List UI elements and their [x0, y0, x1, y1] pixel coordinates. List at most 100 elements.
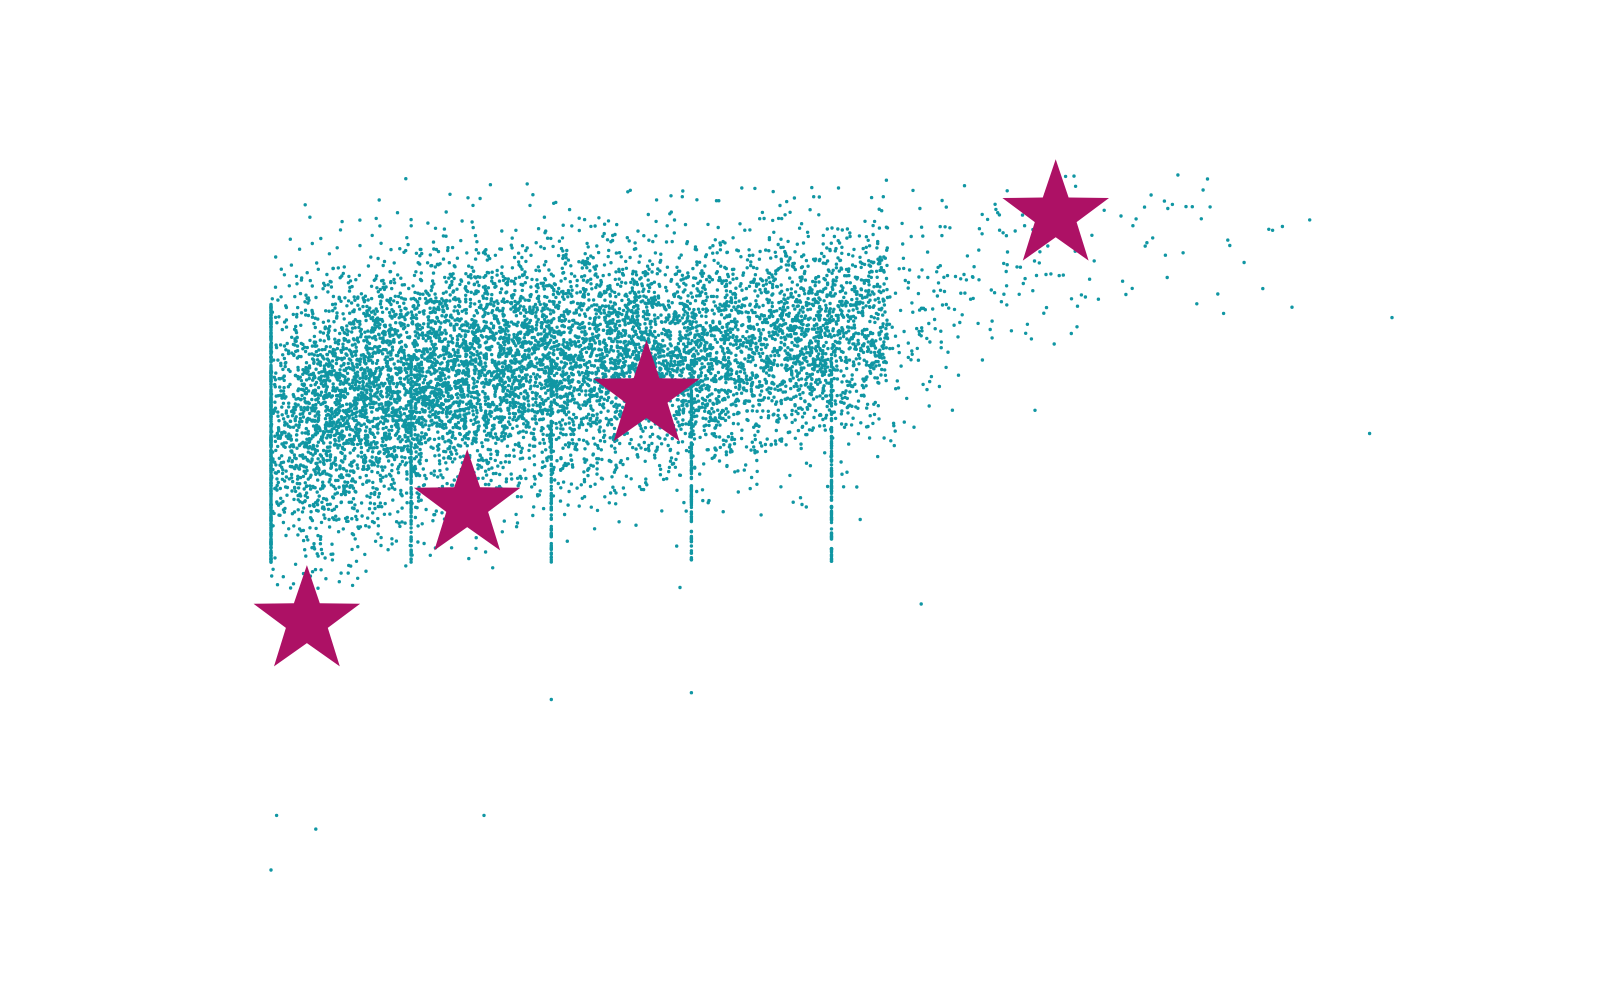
scatter-point	[540, 465, 545, 470]
scatter-point	[754, 299, 758, 303]
scatter-point	[838, 355, 842, 360]
scatter-point	[544, 391, 548, 395]
scatter-point	[376, 524, 381, 528]
scatter-point	[686, 337, 690, 341]
scatter-point	[609, 261, 613, 265]
scatter-point	[1034, 273, 1039, 278]
scatter-point	[411, 322, 415, 326]
scatter-point	[769, 354, 773, 358]
scatter-point	[739, 391, 744, 395]
scatter-point	[552, 348, 556, 352]
scatter-point	[350, 532, 354, 536]
scatter-point	[963, 291, 967, 295]
scatter-point	[358, 218, 362, 222]
scatter-point	[885, 287, 889, 292]
scatter-point	[695, 263, 699, 267]
scatter-point	[611, 485, 615, 489]
scatter-point	[851, 416, 855, 420]
scatter-point	[580, 389, 584, 393]
scatter-point	[296, 403, 300, 407]
scatter-point	[739, 305, 744, 310]
scatter-point	[320, 484, 325, 488]
scatter-point	[301, 506, 306, 510]
scatter-point	[585, 308, 590, 312]
scatter-point	[371, 318, 376, 323]
scatter-point	[495, 273, 499, 277]
scatter-point	[615, 222, 619, 227]
scatter-point	[637, 485, 642, 489]
scatter-point	[573, 274, 577, 278]
scatter-point	[617, 251, 622, 255]
scatter-point	[525, 275, 529, 280]
scatter-point	[1075, 325, 1079, 329]
scatter-point	[753, 433, 757, 437]
scatter-point	[413, 415, 417, 419]
scatter-point	[423, 357, 427, 361]
scatter-point	[628, 355, 632, 359]
scatter-point	[865, 402, 870, 406]
scatter-point	[611, 318, 615, 322]
scatter-point	[878, 337, 883, 341]
scatter-point	[585, 266, 589, 270]
scatter-point	[390, 428, 394, 432]
scatter-point	[724, 453, 729, 457]
scatter-point	[685, 299, 690, 303]
scatter-point	[469, 402, 474, 406]
scatter-point	[348, 311, 352, 315]
scatter-point	[935, 294, 940, 298]
scatter-point	[281, 367, 285, 372]
scatter-point	[287, 401, 291, 405]
scatter-point	[525, 182, 529, 186]
scatter-point	[635, 318, 640, 322]
scatter-point	[714, 423, 719, 427]
scatter-point	[767, 373, 771, 378]
scatter-point	[605, 238, 610, 242]
scatter-point	[456, 396, 460, 400]
scatter-point	[621, 267, 625, 272]
scatter-point	[1015, 265, 1019, 269]
scatter-point	[289, 472, 294, 477]
scatter-point	[534, 397, 538, 401]
scatter-point	[430, 279, 435, 283]
scatter-point	[350, 326, 355, 330]
scatter-point	[308, 278, 312, 283]
scatter-point	[477, 283, 481, 288]
scatter-point	[668, 337, 672, 341]
scatter-point	[419, 247, 423, 252]
scatter-point	[502, 519, 506, 523]
scatter-point	[657, 361, 661, 365]
scatter-point	[770, 301, 774, 305]
scatter-point	[302, 406, 307, 410]
scatter-point	[707, 423, 711, 428]
scatter-point	[838, 336, 842, 340]
scatter-point	[932, 317, 937, 322]
scatter-point	[383, 330, 387, 334]
scatter-point	[382, 287, 387, 292]
scatter-point	[358, 439, 363, 443]
scatter-point	[824, 394, 829, 398]
scatter-point	[643, 301, 647, 305]
scatter-point	[784, 263, 788, 267]
scatter-point	[481, 294, 485, 298]
scatter-point	[557, 316, 561, 320]
scatter-point	[395, 211, 400, 215]
scatter-point	[493, 390, 498, 394]
scatter-point	[831, 268, 835, 272]
scatter-point	[801, 391, 805, 395]
scatter-point	[283, 485, 288, 489]
scatter-point	[312, 334, 317, 339]
scatter-point	[499, 247, 504, 251]
scatter-point	[366, 329, 370, 333]
scatter-point	[673, 321, 677, 326]
scatter-point	[445, 415, 449, 419]
scatter-point	[481, 365, 485, 369]
scatter-point	[544, 259, 548, 264]
scatter-point	[325, 502, 330, 507]
scatter-point	[460, 309, 464, 313]
scatter-point	[330, 359, 335, 363]
scatter-point	[488, 434, 492, 438]
scatter-point	[532, 482, 537, 486]
scatter-point	[475, 408, 479, 412]
scatter-point	[869, 195, 874, 200]
scatter-point	[507, 416, 512, 420]
